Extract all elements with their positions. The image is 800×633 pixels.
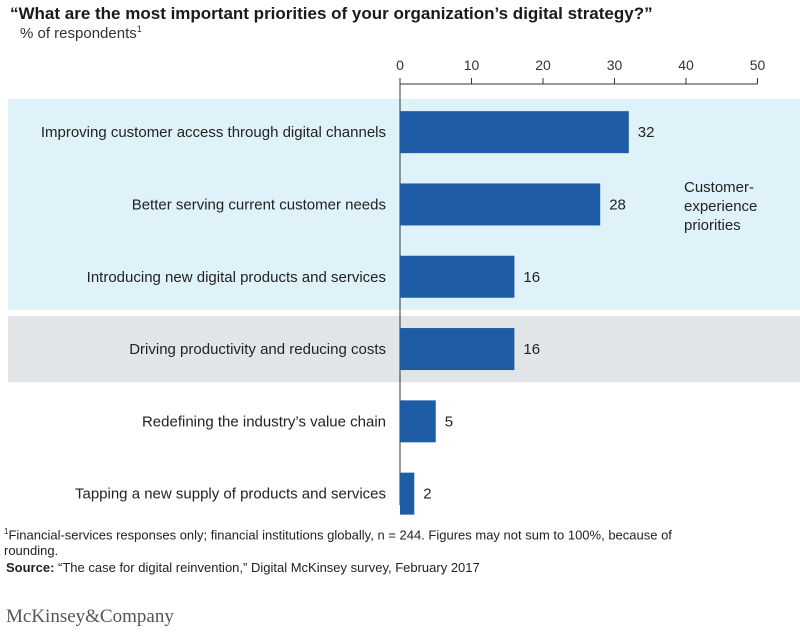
brand-logo: McKinsey&Company: [6, 606, 174, 627]
value-labels: 32 28 16 16 5 2: [423, 124, 654, 503]
x-tick-label-0: 0: [396, 57, 404, 73]
group-label-line-2: priorities: [684, 217, 741, 234]
group-label: Customer-experience priorities: [684, 179, 757, 234]
bar-chart: 0 10 20 30 40 50 Improving customer access th…: [8, 57, 800, 515]
group-label-line-1: experience: [684, 198, 757, 215]
footnote-marker: 1: [4, 527, 9, 536]
footnote-text: Financial-services responses only; finan…: [4, 527, 672, 559]
bar-4: [400, 400, 436, 443]
source-text: “The case for digital reinvention,” Digi…: [58, 560, 480, 575]
value-label-4: 5: [445, 413, 453, 430]
x-tick-label-5: 50: [750, 57, 766, 73]
subtitle-text: % of respondents: [20, 25, 137, 42]
value-label-0: 32: [638, 124, 655, 141]
chart-title: “What are the most important priorities …: [10, 4, 653, 23]
value-label-3: 16: [523, 341, 540, 358]
bars: [400, 111, 629, 515]
value-label-2: 16: [523, 269, 540, 286]
value-label-1: 28: [609, 196, 626, 213]
category-label-0: Improving customer access through digita…: [41, 124, 386, 141]
bar-5: [400, 472, 415, 515]
category-label-5: Tapping a new supply of products and ser…: [75, 486, 386, 503]
x-tick-label-1: 10: [464, 57, 480, 73]
value-label-5: 2: [423, 486, 431, 503]
footnote: 1Financial-services responses only; fina…: [4, 524, 704, 559]
x-tick-label-2: 20: [535, 57, 551, 73]
bar-3: [400, 328, 515, 371]
x-tick-label-3: 30: [607, 57, 623, 73]
category-label-3: Driving productivity and reducing costs: [129, 341, 386, 358]
bar-2: [400, 255, 515, 298]
x-tick-label-4: 40: [678, 57, 694, 73]
source-label: Source:: [6, 560, 55, 575]
category-label-1: Better serving current customer needs: [132, 196, 386, 213]
category-label-2: Introducing new digital products and ser…: [87, 269, 386, 286]
category-labels: Improving customer access through digita…: [41, 124, 386, 503]
source-line: Source: “The case for digital reinventio…: [6, 560, 480, 575]
chart-subtitle: % of respondents1: [20, 24, 142, 42]
category-label-4: Redefining the industry’s value chain: [142, 413, 386, 430]
subtitle-footnote-marker: 1: [136, 24, 142, 34]
group-label-line-0: Customer-: [684, 179, 754, 196]
bar-0: [400, 111, 629, 154]
bar-1: [400, 183, 601, 226]
